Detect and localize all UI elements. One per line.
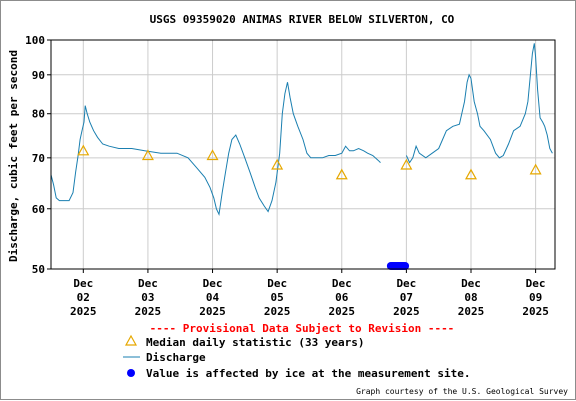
median-marker bbox=[271, 158, 284, 170]
x-tick-label: Dec bbox=[526, 277, 546, 290]
provisional-notice: ---- Provisional Data Subject to Revisio… bbox=[150, 322, 455, 335]
median-marker bbox=[141, 149, 154, 161]
median-marker bbox=[400, 158, 413, 170]
ice-point bbox=[401, 262, 410, 270]
x-tick-label: 2025 bbox=[70, 305, 97, 318]
plot-border bbox=[50, 39, 556, 270]
median-markers bbox=[77, 144, 542, 180]
x-tick-label: 04 bbox=[206, 291, 220, 304]
x-tick-label: 2025 bbox=[458, 305, 485, 318]
x-axis: Dec022025Dec032025Dec042025Dec052025Dec0… bbox=[70, 269, 549, 318]
discharge-series bbox=[50, 43, 553, 217]
y-tick-label: 60 bbox=[32, 203, 45, 216]
x-tick-label: 2025 bbox=[329, 305, 356, 318]
x-tick-label: 03 bbox=[141, 291, 154, 304]
credit-text: Graph courtesy of the U.S. Geological Su… bbox=[356, 387, 568, 396]
chart-title: USGS 09359020 ANIMAS RIVER BELOW SILVERT… bbox=[150, 13, 455, 26]
legend-ice-label: Value is affected by ice at the measurem… bbox=[146, 367, 471, 380]
x-tick-label: 09 bbox=[529, 291, 542, 304]
x-tick-label: Dec bbox=[461, 277, 481, 290]
legend-discharge-label: Discharge bbox=[146, 351, 206, 364]
discharge-line bbox=[405, 43, 553, 164]
legend-median-icon bbox=[124, 334, 138, 346]
x-tick-label: Dec bbox=[332, 277, 352, 290]
x-tick-label: 2025 bbox=[264, 305, 291, 318]
x-tick-label: 2025 bbox=[199, 305, 226, 318]
x-tick-label: Dec bbox=[267, 277, 287, 290]
legend-ice-icon bbox=[127, 369, 135, 377]
median-marker bbox=[206, 149, 219, 161]
median-marker bbox=[77, 144, 90, 156]
x-tick-label: 2025 bbox=[135, 305, 162, 318]
y-axis: 50 60 70 80 90 100 bbox=[25, 34, 51, 276]
y-tick-label: 80 bbox=[32, 108, 45, 121]
ice-markers bbox=[386, 262, 410, 270]
grid-lines bbox=[51, 39, 555, 270]
x-tick-label: 07 bbox=[400, 291, 413, 304]
x-tick-label: Dec bbox=[396, 277, 416, 290]
x-tick-label: 06 bbox=[335, 291, 349, 304]
legend: Median daily statistic (33 years) Discha… bbox=[123, 334, 471, 380]
median-marker bbox=[464, 168, 478, 180]
x-tick-label: Dec bbox=[138, 277, 158, 290]
discharge-line bbox=[50, 82, 381, 217]
x-tick-label: Dec bbox=[203, 277, 223, 290]
x-tick-label: 05 bbox=[271, 291, 284, 304]
legend-median-label: Median daily statistic (33 years) bbox=[146, 336, 365, 349]
x-tick-label: 02 bbox=[77, 291, 90, 304]
y-tick-label: 100 bbox=[25, 34, 45, 47]
x-tick-label: 08 bbox=[464, 291, 477, 304]
y-tick-label: 50 bbox=[32, 263, 45, 276]
x-tick-label: Dec bbox=[73, 277, 93, 290]
x-tick-label: 2025 bbox=[393, 305, 420, 318]
x-tick-label: 2025 bbox=[522, 305, 549, 318]
median-marker bbox=[335, 168, 348, 180]
y-tick-label: 70 bbox=[32, 152, 45, 165]
y-tick-label: 90 bbox=[32, 69, 45, 82]
y-axis-label: Discharge, cubic feet per second bbox=[7, 50, 20, 262]
median-marker bbox=[529, 163, 542, 175]
